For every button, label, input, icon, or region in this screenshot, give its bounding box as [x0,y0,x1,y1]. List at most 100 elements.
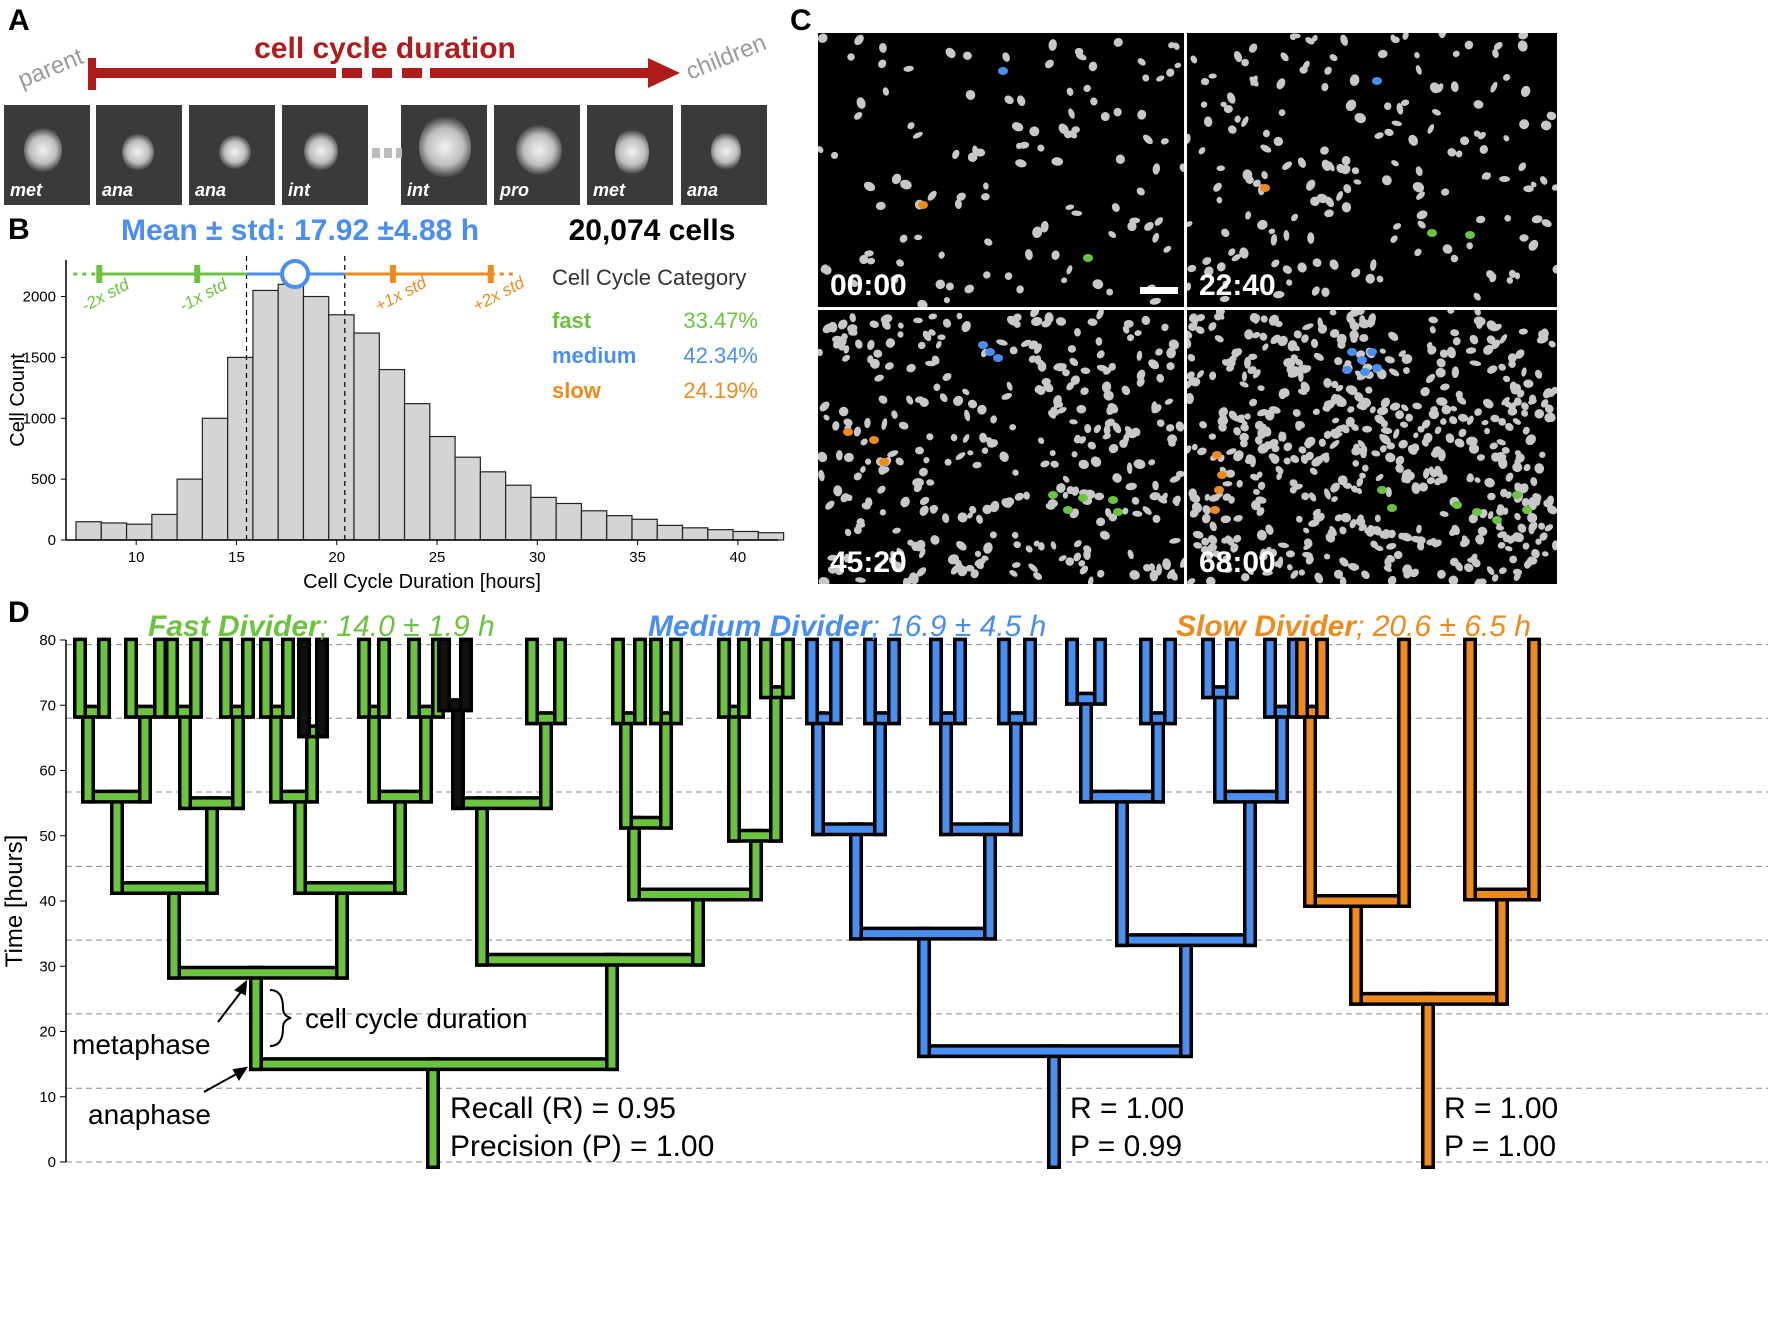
panel-label-a: A [8,4,30,37]
nucleus [1466,436,1478,446]
tracked-nucleus [1472,508,1482,516]
nucleus [874,563,882,572]
microscopy-frame-2: 22:40 [1187,33,1557,307]
nucleus [1501,396,1510,406]
nucleus [863,181,876,192]
nucleus [818,451,828,463]
nucleus [1435,367,1446,378]
nucleus [981,193,990,201]
nucleus [1491,339,1501,350]
nucleus [1541,551,1549,557]
nucleus [1290,454,1300,464]
nucleus [895,457,904,466]
nucleus [1518,483,1529,494]
nucleus [1241,573,1250,582]
nucleus [990,415,997,424]
nucleus [1197,447,1207,456]
nucleus [1316,193,1328,204]
nucleus [1337,475,1348,486]
nucleus [1321,82,1329,92]
nucleus [1152,514,1161,523]
nucleus [965,564,975,572]
nucleus [1285,550,1295,558]
nucleus [1012,469,1019,476]
nucleus [1201,513,1211,524]
nucleus [1287,564,1293,571]
nucleus [1521,367,1527,377]
nucleus [1137,58,1146,66]
nucleus [1531,522,1538,531]
nucleus [1490,414,1500,423]
nucleus [896,548,905,557]
nucleus [1073,436,1082,444]
nucleus [1291,213,1299,222]
nucleus [1415,65,1422,75]
nucleus [1416,524,1422,534]
nucleus [1037,542,1045,551]
histogram-bar [176,478,203,541]
nucleus [967,450,974,456]
nucleus [897,322,904,329]
nucleus [974,148,986,157]
nucleus [1428,316,1439,324]
nucleus [944,458,952,466]
histogram-bar [227,356,254,541]
nucleus [906,395,914,405]
nucleus [1466,474,1475,483]
nucleus [1398,532,1405,540]
nucleus [1187,282,1192,291]
nucleus [1439,511,1449,517]
nucleus [1208,322,1217,331]
nucleus [1161,323,1169,332]
nucleus [1248,353,1258,360]
nucleus [1427,124,1435,134]
histogram-bar [328,314,355,541]
nucleus [1436,397,1448,406]
nucleus [1166,424,1175,432]
nucleus [1369,406,1376,414]
nucleus [1466,242,1473,250]
nucleus [1166,362,1175,371]
std-tick [389,265,396,283]
nucleus [1290,570,1299,579]
arrow-dash [372,68,392,78]
nucleus [1405,413,1414,422]
panel-label-d: D [8,596,30,629]
nucleus [962,388,970,396]
nucleus [1283,229,1290,241]
nucleus [1312,508,1321,516]
nucleus [1329,439,1340,449]
nucleus [1096,350,1105,359]
histogram-bar [75,521,102,541]
microscopy-frame-3: 45:20 [818,310,1184,584]
std-tick [96,265,103,283]
nucleus [1260,315,1268,323]
nucleus [838,406,849,417]
nucleus [967,152,978,162]
nucleus [1292,408,1301,417]
histogram: Mean ± std: 17.92 ±4.88 h 20,074 cells C… [7,214,785,593]
x-tick-label: 10 [128,549,145,566]
nucleus [1248,43,1258,53]
nucleus [1168,339,1179,350]
nucleus [1187,578,1196,584]
nucleus [926,479,935,486]
tracked-nucleus [1083,254,1093,262]
nucleus [947,554,960,565]
nucleus [1228,248,1236,256]
recall-label: Recall (R) = 0.95 [450,1092,676,1125]
tree-title: Fast Divider; 14.0 ± 1.9 h [148,610,495,643]
nucleus [1152,232,1160,243]
nucleus [869,358,880,369]
nucleus [1175,421,1184,432]
nucleus [1317,317,1324,329]
nucleus [1367,525,1377,535]
children-label: children [682,29,770,86]
nucleus [1227,92,1236,104]
nucleus [1189,508,1199,518]
nucleus [1094,492,1105,501]
nucleus [1004,497,1015,507]
nucleus [1036,386,1046,395]
nucleus [1503,74,1511,81]
nucleus [855,339,863,349]
